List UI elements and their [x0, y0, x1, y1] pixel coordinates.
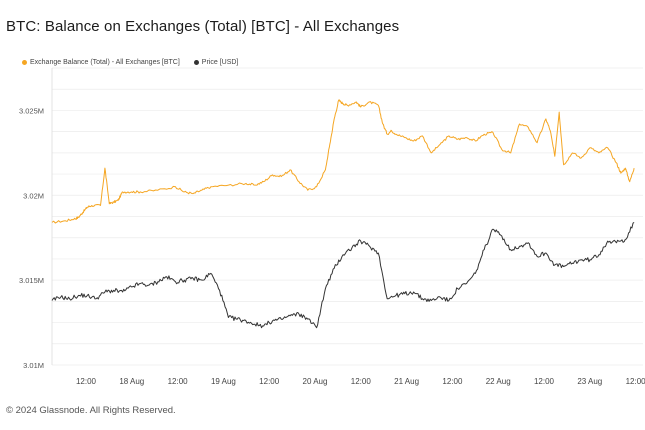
- x-tick-label: 19 Aug: [211, 377, 236, 386]
- legend-item-exchange-balance[interactable]: Exchange Balance (Total) - All Exchanges…: [22, 59, 180, 66]
- legend-dot-exchange-balance: [22, 60, 27, 65]
- y-tick-label: 3.015M: [19, 276, 44, 285]
- x-tick-label: 18 Aug: [119, 377, 144, 386]
- x-tick-label: 12:00: [534, 377, 555, 386]
- legend-label-price: Price [USD]: [201, 59, 239, 66]
- y-tick-label: 3.02M: [23, 191, 44, 200]
- series-lines: [51, 99, 635, 329]
- x-tick-label: 12:00: [76, 377, 97, 386]
- chart-legend: Exchange Balance (Total) - All Exchanges…: [22, 59, 238, 66]
- x-tick-label: 21 Aug: [394, 377, 419, 386]
- series-line-exchange-balance[interactable]: [51, 99, 635, 224]
- y-tick-label: 3.01M: [23, 361, 44, 370]
- x-tick-label: 12:00: [259, 377, 280, 386]
- x-axis-ticks: 12:00 18 Aug 12:00 19 Aug 12:00 20 Aug 12:00 21…: [76, 377, 645, 386]
- copyright-footer: © 2024 Glassnode. All Rights Reserved.: [6, 405, 176, 416]
- x-tick-label: 12:00: [442, 377, 463, 386]
- x-tick-label: 12:00: [168, 377, 189, 386]
- x-tick-label: 20 Aug: [303, 377, 328, 386]
- series-line-price[interactable]: [51, 221, 635, 329]
- legend-dot-price: [193, 60, 199, 65]
- chart-title: BTC: Balance on Exchanges (Total) [BTC] …: [6, 18, 400, 35]
- x-tick-label: 12:00: [351, 377, 372, 386]
- x-tick-label: 23 Aug: [577, 377, 602, 386]
- grid-lines: [51, 67, 643, 366]
- legend-item-price[interactable]: Price [USD]: [193, 59, 239, 66]
- x-tick-label: 22 Aug: [486, 377, 511, 386]
- y-tick-label: 3.025M: [19, 106, 44, 115]
- y-axis-ticks: 3.01M 3.015M 3.02M 3.025M: [19, 106, 44, 370]
- x-tick-label: 12:00: [626, 377, 645, 386]
- legend-label-exchange-balance: Exchange Balance (Total) - All Exchanges…: [30, 59, 180, 66]
